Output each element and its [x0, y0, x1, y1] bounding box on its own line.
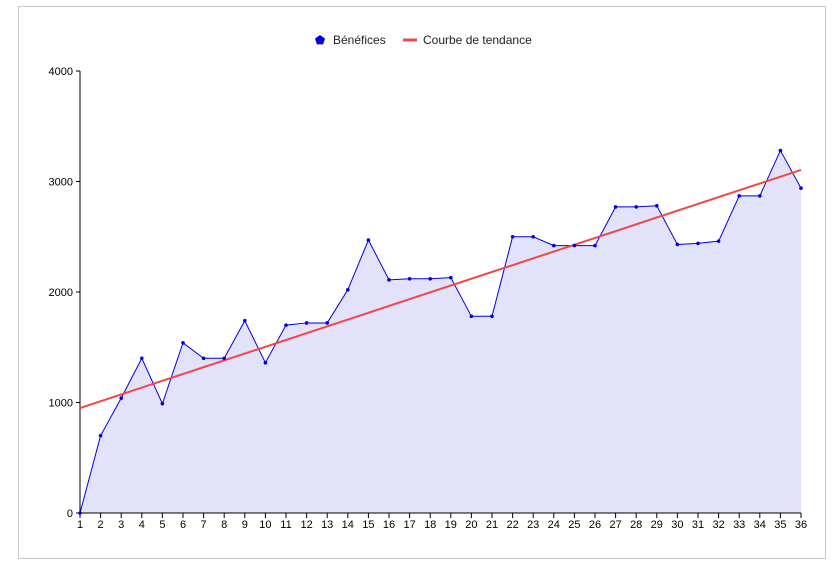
- benefices-point: [696, 241, 700, 246]
- benefices-point: [78, 511, 82, 515]
- benefices-point: [304, 321, 309, 325]
- x-tick-label: 10: [259, 519, 271, 531]
- benefices-point: [758, 194, 762, 198]
- benefices-point: [449, 275, 453, 280]
- x-tick-label: 16: [383, 519, 395, 531]
- benefices-point: [284, 323, 288, 327]
- x-tick-label: 7: [201, 519, 207, 531]
- benefices-point: [510, 234, 515, 239]
- benefices-point: [119, 396, 123, 400]
- x-tick-label: 28: [630, 519, 642, 531]
- x-tick-label: 15: [362, 519, 374, 531]
- x-tick-label: 33: [733, 519, 745, 531]
- benefices-point: [160, 401, 165, 406]
- benefices-point: [531, 234, 535, 239]
- benefices-point: [799, 186, 803, 190]
- x-tick-label: 4: [139, 519, 145, 531]
- x-tick-label: 9: [242, 519, 248, 531]
- x-tick-label: 5: [159, 519, 165, 531]
- legend-label-trend: Courbe de tendance: [423, 33, 532, 47]
- x-tick-label: 25: [568, 519, 580, 531]
- x-tick-label: 24: [548, 519, 560, 531]
- legend-label-benefices: Bénéfices: [333, 33, 386, 47]
- x-tick-label: 14: [342, 519, 354, 531]
- benefices-point: [655, 204, 659, 208]
- benefices-line: [79, 149, 802, 514]
- benefices-point: [593, 243, 597, 248]
- x-tick-label: 36: [795, 519, 807, 531]
- x-tick-label: 1: [77, 519, 83, 531]
- benefices-point: [98, 433, 103, 438]
- trend-line: [79, 168, 802, 409]
- benefices-point: [634, 205, 638, 209]
- benefices-point: [387, 278, 391, 282]
- benefices-point: [366, 238, 371, 242]
- x-tick-label: 29: [651, 519, 663, 531]
- y-tick-label: 4000: [49, 66, 73, 78]
- benefices-point: [263, 360, 268, 365]
- benefices-point: [716, 239, 721, 243]
- benefices-point: [469, 314, 474, 319]
- x-tick-label: 2: [98, 519, 104, 531]
- x-tick-label: 35: [774, 519, 786, 531]
- x-tick-label: 20: [465, 519, 477, 531]
- x-tick-label: 23: [527, 519, 539, 531]
- x-tick-label: 12: [300, 519, 312, 531]
- x-tick-label: 18: [424, 519, 436, 531]
- legend: Bénéfices Courbe de tendance: [315, 33, 532, 47]
- benefices-point: [243, 318, 247, 323]
- benefices-point: [407, 276, 412, 281]
- benefices-point: [140, 356, 144, 361]
- benefices-point: [552, 243, 556, 248]
- x-tick-label: 26: [589, 519, 601, 531]
- legend-marker-trend: [403, 38, 417, 42]
- x-tick-label: 6: [180, 519, 186, 531]
- y-tick-label: 2000: [49, 287, 73, 299]
- x-tick-label: 13: [321, 519, 333, 531]
- x-tick-label: 31: [692, 519, 704, 531]
- legend-marker-benefices: [315, 35, 325, 45]
- x-tick-label: 32: [712, 519, 724, 531]
- x-tick-label: 11: [280, 519, 291, 531]
- x-tick-label: 34: [754, 519, 766, 531]
- x-tick-label: 8: [221, 519, 227, 531]
- x-tick-label: 21: [486, 519, 498, 531]
- y-tick-label: 0: [67, 508, 73, 520]
- benefices-point: [613, 205, 618, 209]
- y-tick-label: 1000: [49, 398, 73, 410]
- benefices-point: [325, 321, 330, 325]
- benefices-point: [737, 194, 741, 198]
- benefices-point: [428, 276, 433, 281]
- benefices-point: [181, 341, 185, 345]
- x-tick-label: 22: [506, 519, 518, 531]
- x-tick-label: 19: [445, 519, 457, 531]
- benefices-point: [222, 356, 226, 361]
- x-tick-label: 3: [118, 519, 124, 531]
- x-tick-label: 30: [671, 519, 683, 531]
- x-tick-label: 17: [403, 519, 415, 531]
- benefices-point: [346, 287, 350, 292]
- benefices-point: [201, 356, 206, 361]
- benefices-point: [778, 148, 783, 153]
- benefices-point: [572, 243, 577, 248]
- benefices-area: [80, 150, 801, 513]
- benefices-point: [490, 314, 494, 319]
- benefices-point: [675, 242, 680, 247]
- x-tick-label: 27: [609, 519, 621, 531]
- y-tick-label: 3000: [49, 177, 73, 189]
